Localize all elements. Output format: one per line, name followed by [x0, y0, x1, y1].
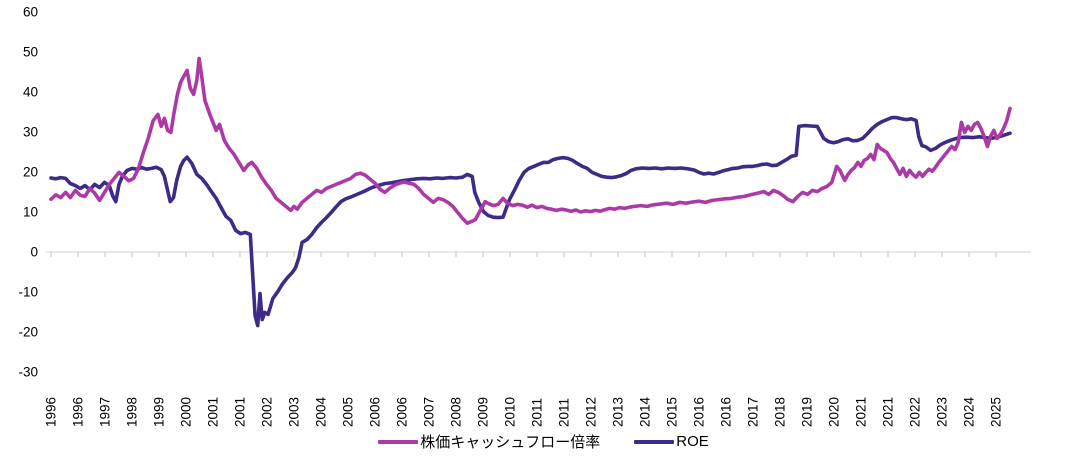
y-axis-tick-label: 30 [23, 125, 38, 140]
x-axis-tick-label: 2021 [854, 397, 869, 427]
x-axis-tick-label: 2016 [719, 397, 734, 427]
chart-legend: 株価キャッシュフロー倍率 ROE [0, 431, 1087, 452]
x-axis-tick-label: 1996 [44, 397, 59, 427]
x-axis-tick-label: 2006 [368, 397, 383, 427]
x-axis-tick-label: 2025 [989, 397, 1004, 427]
x-axis-tick-label: 2002 [260, 397, 275, 427]
x-axis-tick-label: 2016 [692, 397, 707, 427]
pcf-legend-label: 株価キャッシュフロー倍率 [420, 434, 601, 451]
x-axis-tick-label: 2007 [422, 397, 437, 427]
x-axis-tick-label: 2005 [341, 397, 356, 427]
x-axis-tick-label: 2001 [206, 397, 221, 427]
pcf-line-series [49, 56, 1012, 225]
x-axis-tick-label: 2011 [557, 398, 572, 427]
x-axis-tick-label: 1997 [98, 397, 113, 427]
roe-line-series [49, 115, 1012, 328]
x-axis-tick-label: 2003 [287, 397, 302, 427]
y-axis-tick-label: 10 [23, 205, 38, 220]
x-axis-tick-label: 2020 [827, 397, 842, 427]
y-axis-tick-label: 40 [23, 85, 38, 100]
x-axis-tick-label: 2022 [908, 397, 923, 427]
x-axis-tick-label: 2004 [314, 396, 329, 427]
x-axis-tick-label: 2013 [611, 397, 626, 427]
x-axis-tick-label: 2014 [638, 396, 653, 427]
x-axis-tick-label: 2015 [665, 397, 680, 427]
y-axis-tick-label: -20 [18, 325, 38, 340]
x-axis-tick-label: 2000 [179, 397, 194, 427]
x-axis-tick-label: 2008 [449, 397, 464, 427]
y-axis-tick-label: 50 [23, 45, 38, 60]
x-axis-tick-label: 1998 [125, 397, 140, 427]
x-axis-tick-label: 2021 [881, 397, 896, 427]
x-axis-tick-label: 2001 [233, 397, 248, 427]
x-axis-tick-label: 1999 [152, 397, 167, 427]
x-axis-tick-label: 2006 [395, 397, 410, 427]
x-axis-tick-label: 2024 [962, 396, 977, 427]
legend-item-roe[interactable]: ROE [634, 433, 709, 450]
x-axis-tick-label: 2012 [584, 397, 599, 427]
x-axis-tick-label: 2010 [503, 397, 518, 427]
pcf-line-swatch-icon [378, 439, 419, 444]
x-axis-tick-label: 2009 [476, 397, 491, 427]
x-axis-tick-label: 2019 [800, 397, 815, 427]
x-axis-tick-label: 1996 [71, 397, 86, 427]
x-axis-tick-label: 2023 [935, 397, 950, 427]
roe-legend-label: ROE [676, 433, 709, 450]
y-axis-tick-label: -10 [18, 285, 38, 300]
y-axis-tick-label: 20 [23, 165, 38, 180]
y-axis-tick-label: -30 [18, 365, 38, 380]
legend-item-pcf[interactable]: 株価キャッシュフロー倍率 [378, 431, 600, 452]
y-axis-tick-label: 0 [30, 245, 38, 260]
roe-line-swatch-icon [634, 439, 675, 444]
x-axis-tick-label: 2011 [530, 398, 545, 427]
x-axis-tick-label: 2018 [773, 397, 788, 427]
y-axis-tick-label: 60 [23, 5, 38, 20]
x-axis-tick-label: 2017 [746, 397, 761, 427]
